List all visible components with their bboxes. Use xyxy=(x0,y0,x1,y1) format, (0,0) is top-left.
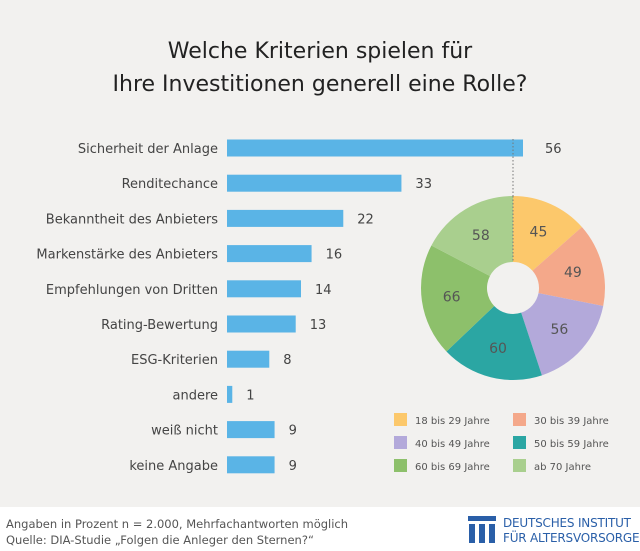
bar-value-label: 14 xyxy=(315,283,332,298)
bar xyxy=(227,385,233,403)
bar xyxy=(227,245,312,263)
donut-value-label: 49 xyxy=(564,265,582,281)
donut-slice xyxy=(446,305,542,380)
legend-swatch xyxy=(394,436,407,449)
bar-label: Rating-Bewertung xyxy=(101,318,218,333)
bar-value-label: 33 xyxy=(415,177,432,192)
legend-label: 18 bis 29 Jahre xyxy=(415,416,490,427)
bar xyxy=(227,456,275,474)
bar-label: Sicherheit der Anlage xyxy=(78,142,218,157)
legend-swatch xyxy=(513,413,526,426)
chart-title-line-2: Ihre Investitionen generell eine Rolle? xyxy=(112,72,528,97)
bar-label: andere xyxy=(172,388,218,403)
donut-slice xyxy=(421,245,495,352)
donut-slice xyxy=(532,227,605,307)
legend-swatch xyxy=(394,413,407,426)
bar-label: Renditechance xyxy=(122,177,218,192)
donut-value-label: 60 xyxy=(489,341,507,357)
bar xyxy=(227,315,296,333)
bar-value-label: 56 xyxy=(545,142,562,157)
bar xyxy=(227,280,301,298)
bar-label: weiß nicht xyxy=(151,424,218,439)
legend-label: 60 bis 69 Jahre xyxy=(415,462,490,473)
legend-swatch xyxy=(513,436,526,449)
bar xyxy=(227,350,270,368)
bar-value-label: 9 xyxy=(289,424,297,439)
legend-swatch xyxy=(394,459,407,472)
bar-value-label: 9 xyxy=(289,459,297,474)
bar xyxy=(227,174,402,192)
chart-area: Welche Kriterien spielen für Ihre Invest… xyxy=(0,0,640,507)
bar-value-label: 1 xyxy=(246,388,254,403)
bar-value-label: 22 xyxy=(357,212,374,227)
bar-label: ESG-Kriterien xyxy=(131,353,218,368)
bar-value-label: 8 xyxy=(283,353,291,368)
logo-line-1: DEUTSCHES INSTITUT xyxy=(503,516,631,530)
donut-slice xyxy=(513,196,582,271)
donut-slice xyxy=(521,293,604,376)
logo-line-2: FÜR ALTERSVORSORGE xyxy=(503,531,640,545)
legend-label: ab 70 Jahre xyxy=(534,462,591,473)
legend-label: 40 bis 49 Jahre xyxy=(415,439,490,450)
bar-label: Empfehlungen von Dritten xyxy=(46,283,218,298)
bar-label: Bekanntheit des Anbieters xyxy=(46,212,218,227)
bar xyxy=(227,421,275,439)
legend-label: 30 bis 39 Jahre xyxy=(534,416,609,427)
legend-label: 50 bis 59 Jahre xyxy=(534,439,609,450)
bar-value-label: 13 xyxy=(310,318,327,333)
donut-value-label: 56 xyxy=(551,322,569,338)
donut-value-label: 66 xyxy=(443,290,461,306)
footer-note: Angaben in Prozent n = 2.000, Mehrfachan… xyxy=(6,517,349,531)
dia-logo-icon xyxy=(468,516,496,543)
bar xyxy=(227,209,344,227)
footer-source: Quelle: DIA-Studie „Folgen die Anleger d… xyxy=(6,533,314,547)
donut-slice xyxy=(431,196,513,277)
donut-value-label: 58 xyxy=(472,228,490,244)
bar-value-label: 16 xyxy=(326,248,343,263)
chart-svg: Sicherheit der Anlage 56 Renditechance 33 Be… xyxy=(36,139,609,474)
bar-label: Markenstärke des Anbieters xyxy=(36,248,218,263)
legend-swatch xyxy=(513,459,526,472)
donut-value-label: 45 xyxy=(530,224,548,240)
bar-label: keine Angabe xyxy=(129,459,218,474)
chart-title-line-1: Welche Kriterien spielen für xyxy=(167,39,473,64)
bar xyxy=(227,139,523,157)
